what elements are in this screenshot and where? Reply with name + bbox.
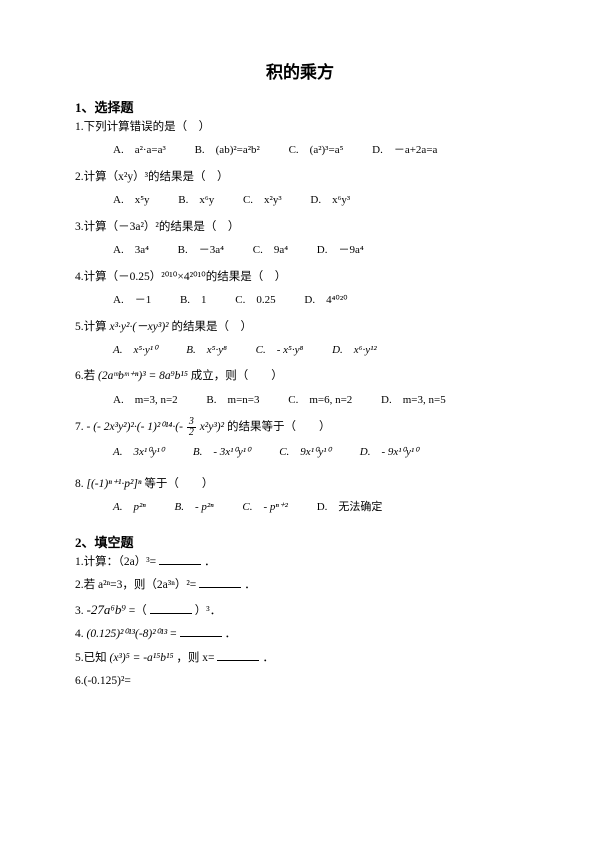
q6-options: A. m=3, n=2 B. m=n=3 C. m=6, n=2 D. m=3,… [113, 392, 525, 409]
f3-c: ）³． [195, 605, 221, 617]
f4-a: 4. [75, 628, 84, 640]
q5-stem: 5.计算 x³·y²·(－xy³)² 的结果是（ ） [75, 318, 525, 336]
q7-stem-b: 的结果等于（ ） [227, 421, 331, 433]
q1-stem: 1.下列计算错误的是（ ） [75, 118, 525, 136]
f4-b: = [170, 628, 177, 640]
q7-opt-a: A. 3x¹⁰y¹⁰ [113, 444, 164, 461]
q3-stem: 3.计算（－3a²）²的结果是（ ） [75, 218, 525, 236]
page: 积的乘方 1、选择题 1.下列计算错误的是（ ） A. a²·a=a³ B. (… [0, 0, 595, 842]
f4: 4. (0.125)²⁰¹³(-8)²⁰¹³ = ． [75, 625, 525, 643]
q4-stem: 4.计算（－0.25）²⁰¹⁰×4²⁰¹⁰的结果是（ ） [75, 268, 525, 286]
f2-b: ． [244, 579, 256, 591]
f3: 3. -27a⁶b⁹ =（ ）³． [75, 600, 525, 621]
f3-expr: -27a⁶b⁹ [87, 602, 126, 617]
f4-c: ． [225, 628, 237, 640]
f1-b: ． [204, 556, 216, 568]
section-choice-heading: 1、选择题 [75, 97, 525, 116]
q4-opt-a: A. －1 [113, 292, 151, 309]
q3-options: A. 3a⁴ B. －3a⁴ C. 9a⁴ D. －9a⁴ [113, 242, 525, 259]
f2: 2.若 a²ⁿ=3，则（2a³ⁿ）²= ． [75, 576, 525, 594]
q8-stem-a: 8. [75, 478, 84, 490]
blank [217, 660, 259, 661]
q4-options: A. －1 B. 1 C. 0.25 D. 4⁴⁰²⁰ [113, 292, 525, 309]
q2-opt-a: A. x⁵y [113, 192, 150, 209]
q5-options: A. x⁵·y¹⁰ B. x⁵·y⁸ C. - x⁵·y⁸ D. x⁶·y¹² [113, 342, 525, 359]
q4-opt-b: B. 1 [180, 292, 207, 309]
page-title: 积的乘方 [75, 58, 525, 83]
q7-options: A. 3x¹⁰y¹⁰ B. - 3x¹⁰y¹⁰ C. 9x¹⁰y¹⁰ D. - … [113, 444, 525, 461]
q5-stem-b: 的结果是（ ） [172, 321, 253, 333]
q5-stem-a: 5.计算 [75, 321, 107, 333]
q8-expr: [(-1)ⁿ⁺¹·p²]ⁿ [87, 478, 142, 490]
q6-stem: 6.若 (2aᵐbᵐ⁺ⁿ)³ = 8a⁹b¹⁵ 成立，则（ ） [75, 367, 525, 385]
f5-expr: (x³)⁵ = -a¹⁵b¹⁵ [110, 652, 174, 664]
q1-opt-c: C. (a²)³=a⁵ [289, 142, 344, 159]
q5-expr: x³·y²·(－xy³)² [110, 321, 169, 333]
q1-opt-d: D. －a+2a=a [372, 142, 437, 159]
f3-b: =（ [129, 605, 147, 617]
q5-opt-c: C. - x⁵·y⁸ [256, 342, 304, 359]
q8-opt-a: A. p²ⁿ [113, 499, 146, 516]
q3-opt-c: C. 9a⁴ [253, 242, 288, 259]
q7-stem: 7. - (- 2x³y²)²·(- 1)²⁰¹⁴·(- 32 x²y³)² 的… [75, 417, 525, 438]
q7-expr: - (- 2x³y²)²·(- 1)²⁰¹⁴·(- 32 x²y³)² [87, 421, 225, 433]
q1-opt-a: A. a²·a=a³ [113, 142, 166, 159]
q8-stem: 8. [(-1)ⁿ⁺¹·p²]ⁿ 等于（ ） [75, 475, 525, 493]
q2-stem: 2.计算（x²y）³的结果是（ ） [75, 168, 525, 186]
f2-a: 2.若 a²ⁿ=3，则（2a³ⁿ）²= [75, 579, 196, 591]
q8-opt-d: D. 无法确定 [317, 499, 383, 516]
q1-options: A. a²·a=a³ B. (ab)²=a²b² C. (a²)³=a⁵ D. … [113, 142, 525, 159]
f4-expr: (0.125)²⁰¹³(-8)²⁰¹³ [87, 628, 168, 640]
f5: 5.已知 (x³)⁵ = -a¹⁵b¹⁵ ，则 x= ． [75, 649, 525, 667]
q3-opt-a: A. 3a⁴ [113, 242, 149, 259]
q6-opt-c: C. m=6, n=2 [288, 392, 352, 409]
f1-a: 1.计算：（2a）³= [75, 556, 156, 568]
q6-expr: (2aᵐbᵐ⁺ⁿ)³ = 8a⁹b¹⁵ [98, 370, 188, 382]
q2-opt-c: C. x²y³ [243, 192, 282, 209]
f5-c: ． [262, 652, 274, 664]
q6-opt-a: A. m=3, n=2 [113, 392, 178, 409]
q7-opt-b: B. - 3x¹⁰y¹⁰ [193, 444, 251, 461]
q5-opt-b: B. x⁵·y⁸ [186, 342, 227, 359]
q8-opt-b: B. - p²ⁿ [174, 499, 213, 516]
q6-opt-d: D. m=3, n=5 [381, 392, 446, 409]
q6-stem-b: 成立，则（ ） [191, 370, 283, 382]
q5-opt-a: A. x⁵·y¹⁰ [113, 342, 158, 359]
blank [159, 564, 201, 565]
q8-opt-c: C. - pⁿ⁺² [242, 499, 288, 516]
q6-stem-a: 6.若 [75, 370, 95, 382]
q2-opt-d: D. x⁶y³ [310, 192, 350, 209]
q3-opt-b: B. －3a⁴ [178, 242, 224, 259]
q4-opt-d: D. 4⁴⁰²⁰ [304, 292, 347, 309]
q4-opt-c: C. 0.25 [235, 292, 275, 309]
q8-options: A. p²ⁿ B. - p²ⁿ C. - pⁿ⁺² D. 无法确定 [113, 499, 525, 516]
section-fill-heading: 2、填空题 [75, 532, 525, 551]
q6-opt-b: B. m=n=3 [206, 392, 259, 409]
f3-a: 3. [75, 605, 84, 617]
q2-opt-b: B. x⁶y [178, 192, 214, 209]
f1: 1.计算：（2a）³= ． [75, 553, 525, 571]
q7-opt-c: C. 9x¹⁰y¹⁰ [279, 444, 331, 461]
q3-opt-d: D. －9a⁴ [317, 242, 364, 259]
q7-stem-a: 7. [75, 421, 84, 433]
blank [180, 636, 222, 637]
q2-options: A. x⁵y B. x⁶y C. x²y³ D. x⁶y³ [113, 192, 525, 209]
q5-opt-d: D. x⁶·y¹² [332, 342, 377, 359]
q8-stem-b: 等于（ ） [144, 478, 213, 490]
blank [150, 613, 192, 614]
f6: 6.(-0.125)²= [75, 672, 525, 690]
q1-opt-b: B. (ab)²=a²b² [195, 142, 260, 159]
f5-a: 5.已知 [75, 652, 107, 664]
fill-block: 1.计算：（2a）³= ． 2.若 a²ⁿ=3，则（2a³ⁿ）²= ． 3. -27… [75, 553, 525, 691]
f6-a: 6.(-0.125)²= [75, 675, 131, 687]
blank [199, 587, 241, 588]
f5-b: ，则 x= [176, 652, 214, 664]
q7-opt-d: D. - 9x¹⁰y¹⁰ [360, 444, 419, 461]
